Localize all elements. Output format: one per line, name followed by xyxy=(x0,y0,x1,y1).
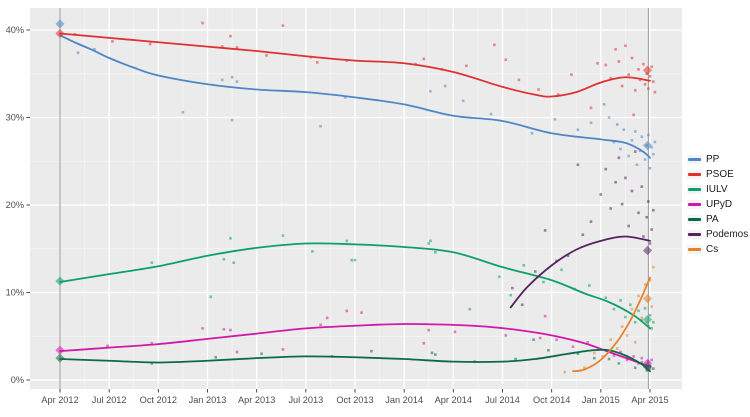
legend-item-psoe: PSOE xyxy=(687,167,748,182)
x-tick-label: Jan 2014 xyxy=(385,395,423,405)
legend-label: Cs xyxy=(706,244,719,255)
result-markers-pa xyxy=(55,353,653,372)
legend-label: PSOE xyxy=(706,169,734,180)
legend-key-line-icon xyxy=(687,170,702,179)
legend-key-line-icon xyxy=(687,155,702,164)
legend-label: Podemos xyxy=(706,229,749,240)
legend-key-line-icon xyxy=(687,230,702,239)
y-tick-label: 0% xyxy=(11,375,24,385)
legend-item-pp: PP xyxy=(687,152,748,167)
x-tick-label: Jul 2013 xyxy=(288,395,323,405)
legend-item-iulv: IULV xyxy=(687,182,748,197)
chart-legend: PP PSOE IULV UPyD PA Podemos Cs xyxy=(687,152,748,257)
y-tick-label: 30% xyxy=(6,113,24,123)
polls-pp xyxy=(76,47,657,170)
polls-podemos xyxy=(511,150,655,307)
x-tick-label: Oct 2012 xyxy=(140,395,177,405)
x-tick-label: Oct 2014 xyxy=(533,395,570,405)
trend-line-podemos xyxy=(509,235,651,309)
legend-label: PA xyxy=(706,214,719,225)
x-tick-label: Jan 2015 xyxy=(582,395,620,405)
x-tick-label: Apr 2013 xyxy=(238,395,275,405)
legend-key-line-icon xyxy=(687,185,702,194)
legend-label: PP xyxy=(706,154,720,165)
result-markers-psoe xyxy=(55,28,653,75)
legend-key-line-icon xyxy=(687,200,702,209)
y-tick-label: 40% xyxy=(6,25,24,35)
x-tick-label: Apr 2012 xyxy=(41,395,78,405)
trend-line-cs xyxy=(572,276,651,373)
legend-label: UPyD xyxy=(706,199,733,210)
trend-line-pp xyxy=(59,34,651,159)
legend-key-line-icon xyxy=(687,215,702,224)
trend-line-pa xyxy=(59,348,651,373)
x-tick-label: Apr 2014 xyxy=(435,395,472,405)
result-markers-podemos xyxy=(642,245,653,256)
x-tick-label: Oct 2013 xyxy=(336,395,373,405)
x-tick-label: Apr 2015 xyxy=(631,395,668,405)
legend-item-upyd: UPyD xyxy=(687,197,748,212)
result-markers-cs xyxy=(642,294,653,304)
y-tick-label: 20% xyxy=(6,200,24,210)
result-markers-pp xyxy=(55,19,653,151)
trend-line-upyd xyxy=(59,323,651,368)
axes: Apr 2012 Jul 2012 Oct 2012 Jan 2013 Apr 2013… xyxy=(6,25,669,405)
legend-item-podemos: Podemos xyxy=(687,227,748,242)
legend-item-cs: Cs xyxy=(687,242,748,257)
trend-line-psoe xyxy=(59,32,651,98)
x-tick-label: Jan 2013 xyxy=(189,395,227,405)
legend-label: IULV xyxy=(706,184,728,195)
y-tick-label: 10% xyxy=(6,288,24,298)
x-tick-label: Jul 2012 xyxy=(92,395,127,405)
polls-psoe xyxy=(73,21,657,117)
legend-item-pa: PA xyxy=(687,212,748,227)
result-markers-iulv xyxy=(55,276,653,325)
legend-key-line-icon xyxy=(687,245,702,254)
trend-line-iulv xyxy=(59,242,651,330)
x-tick-label: Jul 2014 xyxy=(485,395,520,405)
